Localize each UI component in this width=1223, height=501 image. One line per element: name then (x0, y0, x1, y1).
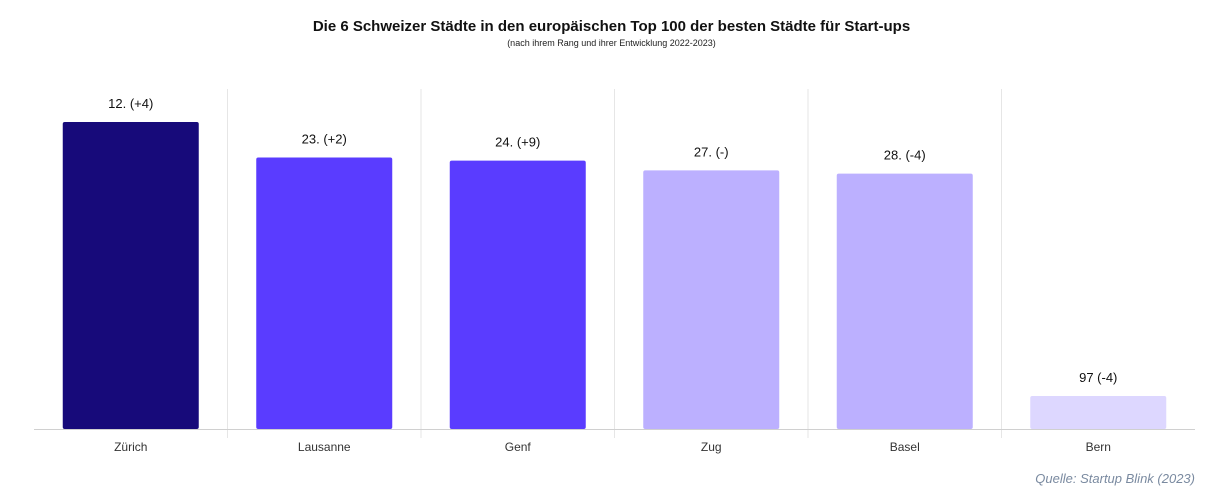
category-label: Basel (890, 440, 920, 454)
chart-title: Die 6 Schweizer Städte in den europäisch… (312, 18, 911, 35)
bar-zürich (62, 122, 199, 429)
bar-basel (836, 173, 973, 429)
data-label: 12. (+4) (108, 96, 153, 111)
bar-genf (449, 160, 586, 429)
bar-lausanne (256, 157, 393, 430)
bar-bern (1030, 396, 1167, 429)
data-label: 24. (+9) (495, 135, 540, 150)
data-label: 97 (-4) (1079, 370, 1117, 385)
category-label: Bern (1086, 440, 1111, 454)
category-label: Zug (701, 440, 722, 454)
source-note: Quelle: Startup Blink (2023) (1035, 471, 1195, 486)
bar-zug (643, 170, 780, 429)
category-label: Lausanne (298, 440, 351, 454)
data-label: 28. (-4) (884, 148, 926, 163)
data-label: 27. (-) (694, 144, 729, 159)
category-label: Zürich (114, 440, 147, 454)
category-label: Genf (505, 440, 532, 454)
chart-subtitle: (nach ihrem Rang und ihrer Entwicklung 2… (507, 38, 716, 48)
data-label: 23. (+2) (302, 131, 347, 146)
